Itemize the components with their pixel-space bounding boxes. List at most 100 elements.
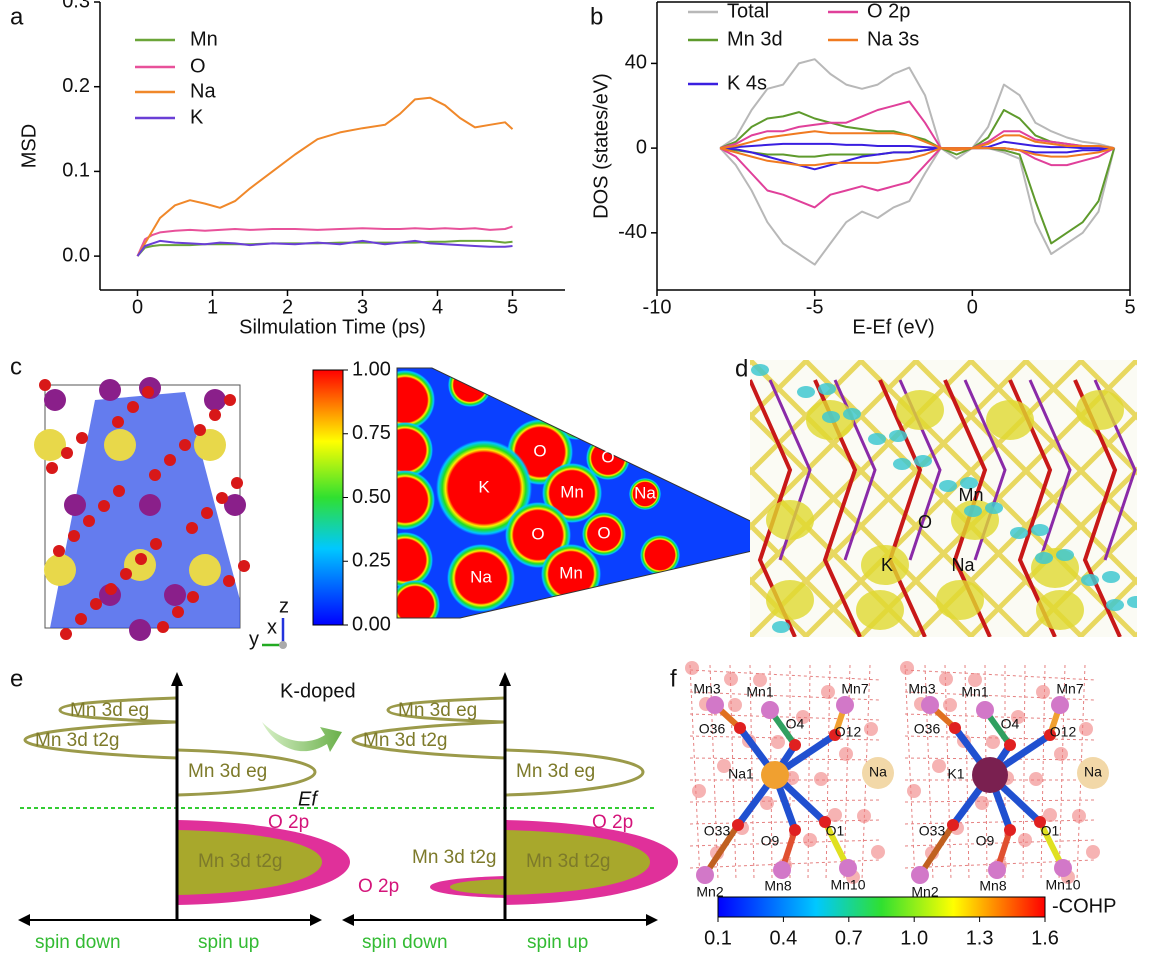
- x-tick-label: 4: [432, 296, 443, 318]
- x-tick-label: 5: [507, 296, 518, 318]
- y-tick-label: 0: [636, 136, 647, 158]
- data-line: [720, 140, 1115, 150]
- atom-label: Mn: [560, 482, 584, 501]
- atom-mn: [761, 701, 779, 719]
- atom-o-bg: [1011, 710, 1025, 724]
- legend-label: Mn: [190, 28, 218, 50]
- atom-label: O: [601, 447, 614, 466]
- y-tick-label: 0.1: [62, 160, 90, 182]
- colorbar-tick-label: 1.3: [966, 927, 994, 949]
- level-label: O 2p: [268, 812, 309, 833]
- atom-mn: [129, 619, 151, 641]
- atom-o: [819, 816, 831, 828]
- legend-label: Mn 3d: [727, 28, 783, 50]
- atom-o-bg: [864, 722, 878, 736]
- schematic-shape: [177, 830, 322, 895]
- panel-c-images: 1.00 0.75 0.50 0.25 0.00 Mn O O K Mn Na O O Na Mn: [34, 358, 766, 649]
- panel-d-image: Mn O K Na: [750, 360, 1137, 637]
- atom-mn: [839, 859, 857, 877]
- atom-o-bg: [821, 685, 835, 699]
- panel-label: c: [10, 353, 22, 380]
- level-label: Mn 3d t2g: [412, 847, 497, 868]
- y-axis-label: MSD: [18, 124, 40, 168]
- atom-o: [829, 729, 841, 741]
- atom-o-bg: [939, 672, 953, 686]
- weak-bond: [689, 669, 881, 681]
- weak-bond: [689, 664, 701, 881]
- charge-lobe: [843, 408, 861, 420]
- atom-o: [201, 507, 213, 519]
- atom-mn: [99, 379, 121, 401]
- atom-o: [149, 469, 161, 481]
- charge-lobe: [797, 386, 815, 398]
- atom-label: Mn2: [911, 884, 938, 900]
- data-line: [136, 225, 513, 257]
- weak-bond: [689, 839, 881, 847]
- atom-mn: [988, 861, 1006, 879]
- spin-label: spin down: [362, 932, 448, 953]
- atom-o: [1034, 816, 1046, 828]
- atom-o: [76, 432, 88, 444]
- atom-o: [83, 515, 95, 527]
- charge-lobe: [766, 500, 814, 540]
- schematic-shape: [351, 720, 506, 760]
- x-axis-label: Silmulation Time (ps): [239, 316, 426, 338]
- x-axis-label: E-Ef (eV): [852, 316, 934, 338]
- atom-o-bg: [900, 661, 914, 675]
- charge-lobe: [861, 545, 909, 585]
- atom-o-bg: [760, 796, 774, 810]
- y-tick-label: 0.0: [62, 244, 90, 266]
- atom-mn: [976, 701, 994, 719]
- charge-lobe: [818, 383, 836, 395]
- atom-mn: [1051, 696, 1069, 714]
- mn-o-bond: [1028, 379, 1072, 561]
- atom-label: Mn: [958, 485, 983, 505]
- level-label: Mn 3d t2g: [363, 730, 448, 751]
- atom-mn: [921, 696, 939, 714]
- atom-label: Mn3: [908, 681, 935, 697]
- x-tick-label: 5: [1124, 296, 1135, 318]
- panel-label: d: [735, 355, 748, 382]
- legend-label: O: [190, 55, 206, 77]
- atom-o: [1004, 739, 1016, 751]
- y-tick-label: 0.3: [62, 0, 90, 12]
- atom-mn: [139, 494, 161, 516]
- structure: [685, 661, 894, 884]
- weak-bond: [689, 799, 881, 803]
- bond: [1133, 360, 1137, 366]
- colorbar-tick-label: 0.7: [835, 927, 863, 949]
- atom-o: [1004, 824, 1016, 836]
- spin-label: spin up: [527, 932, 588, 953]
- atom-label: O36: [914, 721, 941, 737]
- atom-o: [53, 545, 65, 557]
- center-atom: [761, 761, 789, 789]
- data-line: [136, 96, 514, 257]
- atom-label: Mn7: [841, 681, 868, 697]
- atom-label: Mn: [565, 404, 589, 423]
- schematic-shape: [342, 914, 354, 926]
- atom-o-bg: [1018, 833, 1032, 847]
- charge-lobe: [960, 477, 978, 489]
- atom-label: Na: [1084, 764, 1102, 780]
- charge-lobe: [1102, 571, 1120, 583]
- arrow-label: K-doped: [280, 680, 356, 702]
- atom-o-bg: [685, 661, 699, 675]
- data-line: [719, 58, 1115, 150]
- data-line: [719, 130, 1115, 150]
- charge-lobe: [1106, 599, 1124, 611]
- elf-basin: [397, 422, 433, 478]
- atom-label: K: [881, 555, 893, 575]
- atom-label: O36: [699, 721, 726, 737]
- colorbar: [312, 369, 344, 626]
- atom-o: [68, 530, 80, 542]
- atom-label: O: [533, 441, 546, 460]
- atom-na: [44, 554, 76, 586]
- fermi-label: Ef: [298, 788, 319, 810]
- charge-lobe: [1127, 596, 1137, 608]
- atom-o: [732, 819, 744, 831]
- atom-o-bg: [1086, 845, 1100, 859]
- schematic-shape: [386, 696, 506, 724]
- atom-o: [75, 613, 87, 625]
- charge-lobe: [822, 411, 840, 423]
- atom-o: [186, 522, 198, 534]
